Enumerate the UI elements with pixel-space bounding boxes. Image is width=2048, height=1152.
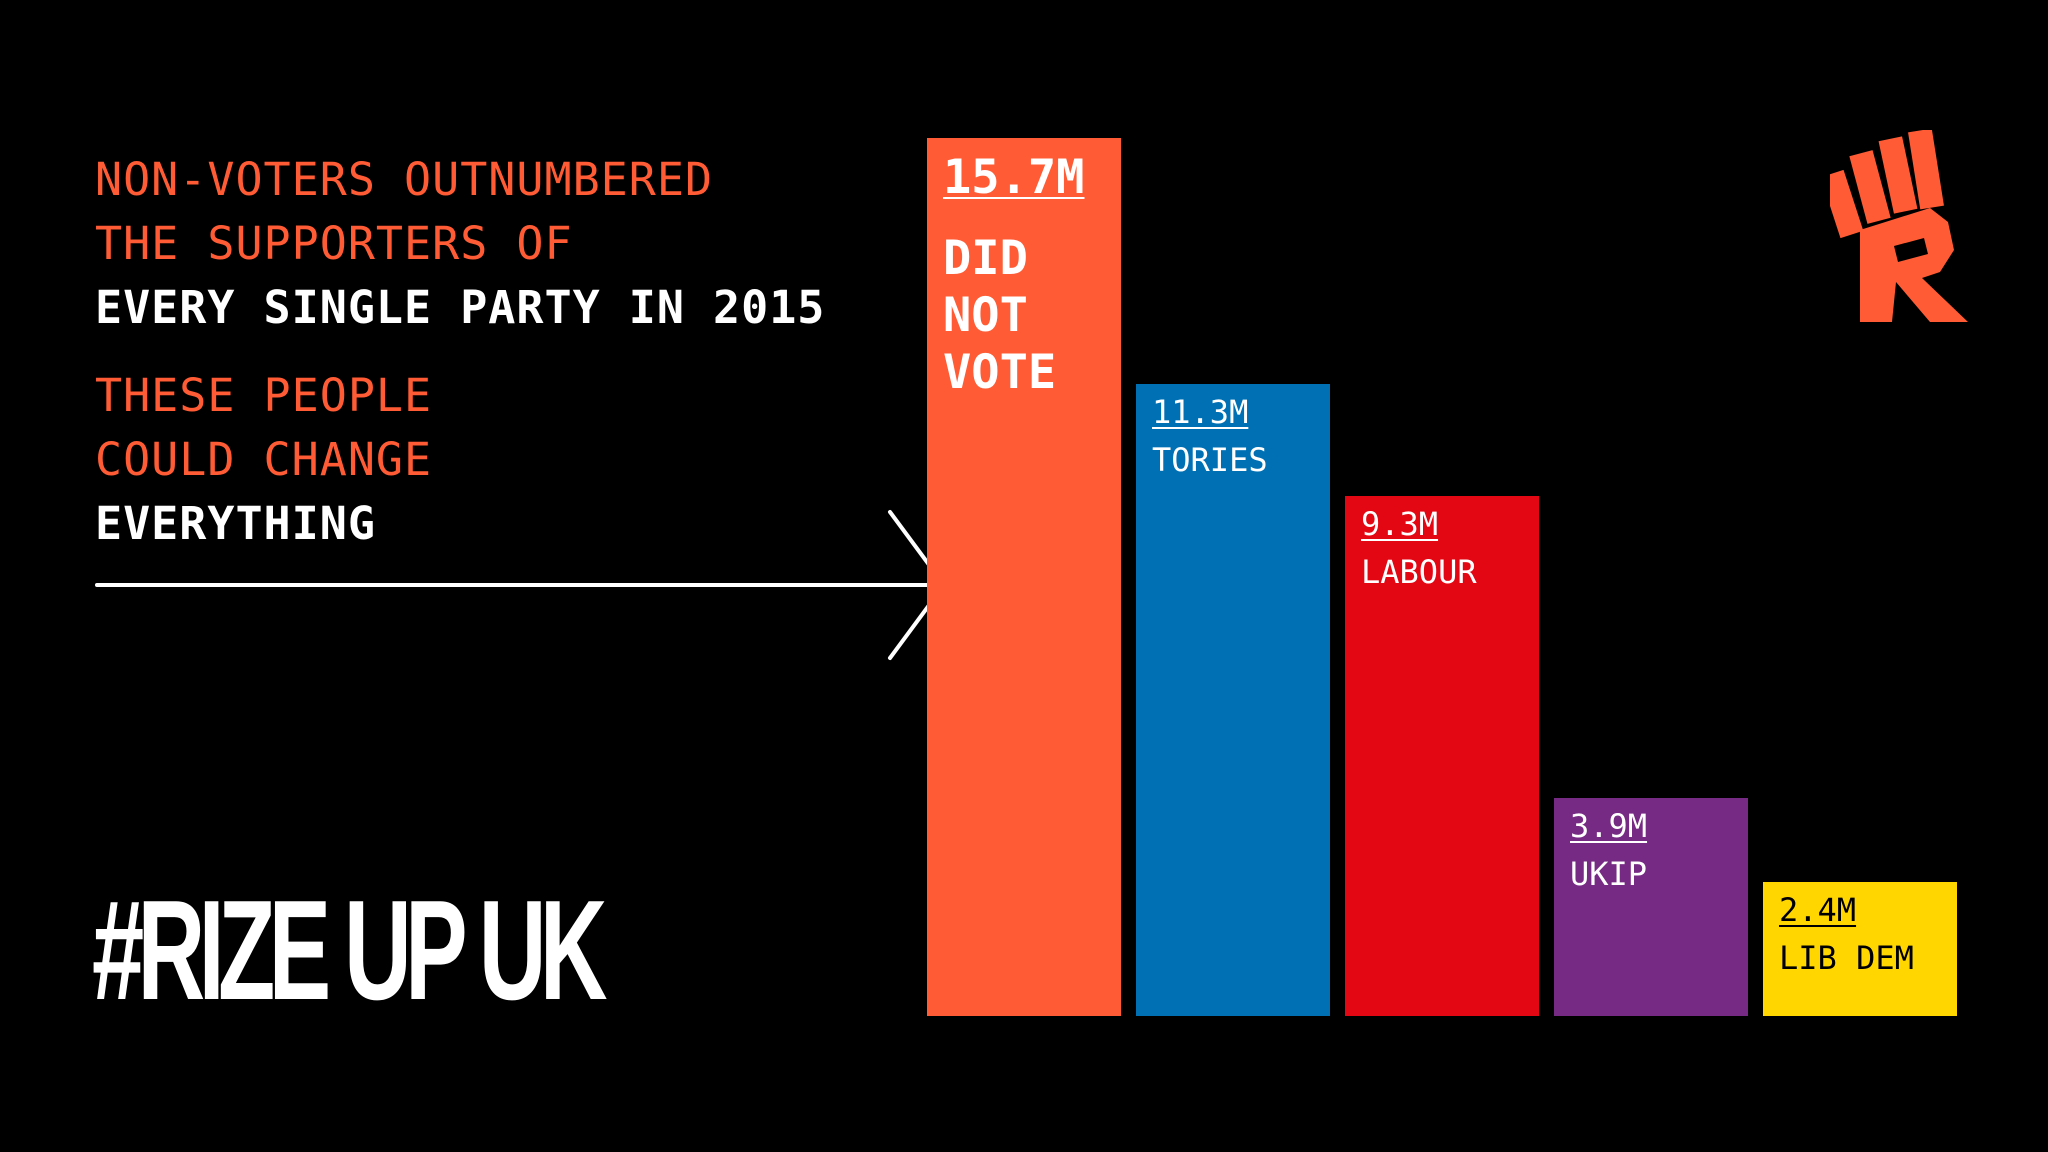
bar-value-label: 11.3M <box>1152 393 1249 431</box>
headline-line-4: THESE PEOPLE <box>95 369 433 422</box>
headline-line-3: EVERY SINGLE PARTY IN 2015 <box>95 281 826 334</box>
bar-category-label: LABOUR <box>1361 553 1477 591</box>
headline-line-1: NON-VOTERS OUTNUMBERED <box>95 153 714 206</box>
headline: NON-VOTERS OUTNUMBERED THE SUPPORTERS OF… <box>95 148 915 556</box>
bar-category-label: TORIES <box>1152 441 1268 479</box>
headline-line-6: EVERYTHING <box>95 497 376 550</box>
bar-category-label: UKIP <box>1570 855 1648 893</box>
bar-value-label: 3.9M <box>1570 807 1648 845</box>
bar-category-label: DID NOT VOTE <box>943 231 1057 400</box>
bar-value-label: 2.4M <box>1779 891 1857 929</box>
bar-lib-dem: 2.4M LIB DEM <box>1763 882 1957 1016</box>
raised-fist-r-icon <box>1830 130 1968 322</box>
bar-value-label: 15.7M <box>943 150 1085 205</box>
hashtag-rize-up-uk: #RIZE UP UK <box>92 871 608 1030</box>
bar-ukip: 3.9M UKIP <box>1554 798 1748 1016</box>
bar-labour: 9.3M LABOUR <box>1345 496 1539 1016</box>
headline-line-2: THE SUPPORTERS OF <box>95 217 573 270</box>
headline-gap <box>95 340 915 364</box>
bar-did-not-vote: 15.7M DID NOT VOTE <box>927 138 1121 1016</box>
bar-tories: 11.3M TORIES <box>1136 384 1330 1016</box>
bar-value-label: 9.3M <box>1361 505 1439 543</box>
bar-category-label: LIB DEM <box>1779 939 1914 977</box>
headline-line-5: COULD CHANGE <box>95 433 433 486</box>
